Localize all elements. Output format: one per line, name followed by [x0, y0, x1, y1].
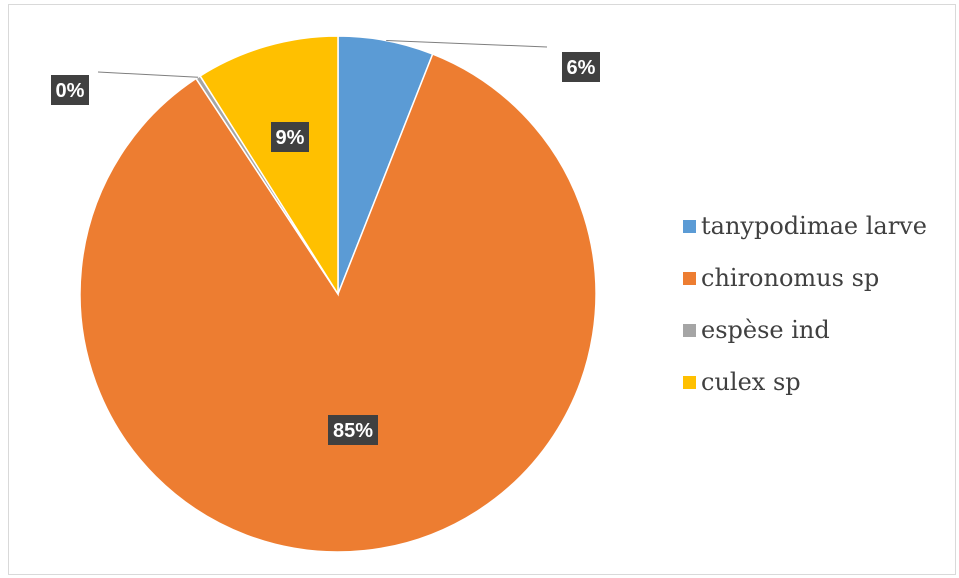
pie-slice-culex-sp: [199, 35, 339, 297]
legend-item: tanypodimae larve: [683, 200, 927, 252]
legend-swatch: [683, 375, 696, 389]
data-label-text: 85%: [333, 420, 373, 442]
data-label-text: 9%: [276, 127, 305, 149]
legend-label: chironomus sp: [701, 264, 880, 292]
legend-label: culex sp: [701, 368, 801, 396]
data-label: 85%: [328, 415, 378, 445]
legend-item: culex sp: [683, 356, 927, 408]
leader-line: [97, 71, 199, 78]
data-label-box: [271, 122, 309, 152]
legend-item: espèse ind: [683, 304, 927, 356]
legend-label: espèse ind: [701, 316, 830, 344]
data-labels: 6% 85% 0% 9%: [51, 52, 600, 445]
legend-swatch: [683, 271, 696, 285]
data-label-box: [51, 75, 89, 105]
leader-line: [386, 40, 548, 48]
pie-slices: [79, 35, 597, 553]
legend-item: chironomus sp: [683, 252, 927, 304]
data-label: 6%: [562, 52, 600, 82]
data-label-text: 0%: [56, 80, 85, 102]
data-label-text: 6%: [567, 57, 596, 79]
data-label: 0%: [51, 75, 89, 105]
legend: tanypodimae larve chironomus sp espèse ind…: [683, 200, 927, 408]
pie-slice-chironomus-sp: [79, 53, 597, 553]
data-label-box: [328, 415, 378, 445]
legend-label: tanypodimae larve: [701, 212, 927, 240]
data-label-box: [562, 52, 600, 82]
data-label: 9%: [271, 122, 309, 152]
legend-swatch: [683, 323, 696, 337]
legend-swatch: [683, 219, 696, 233]
leader-lines: [97, 40, 548, 78]
